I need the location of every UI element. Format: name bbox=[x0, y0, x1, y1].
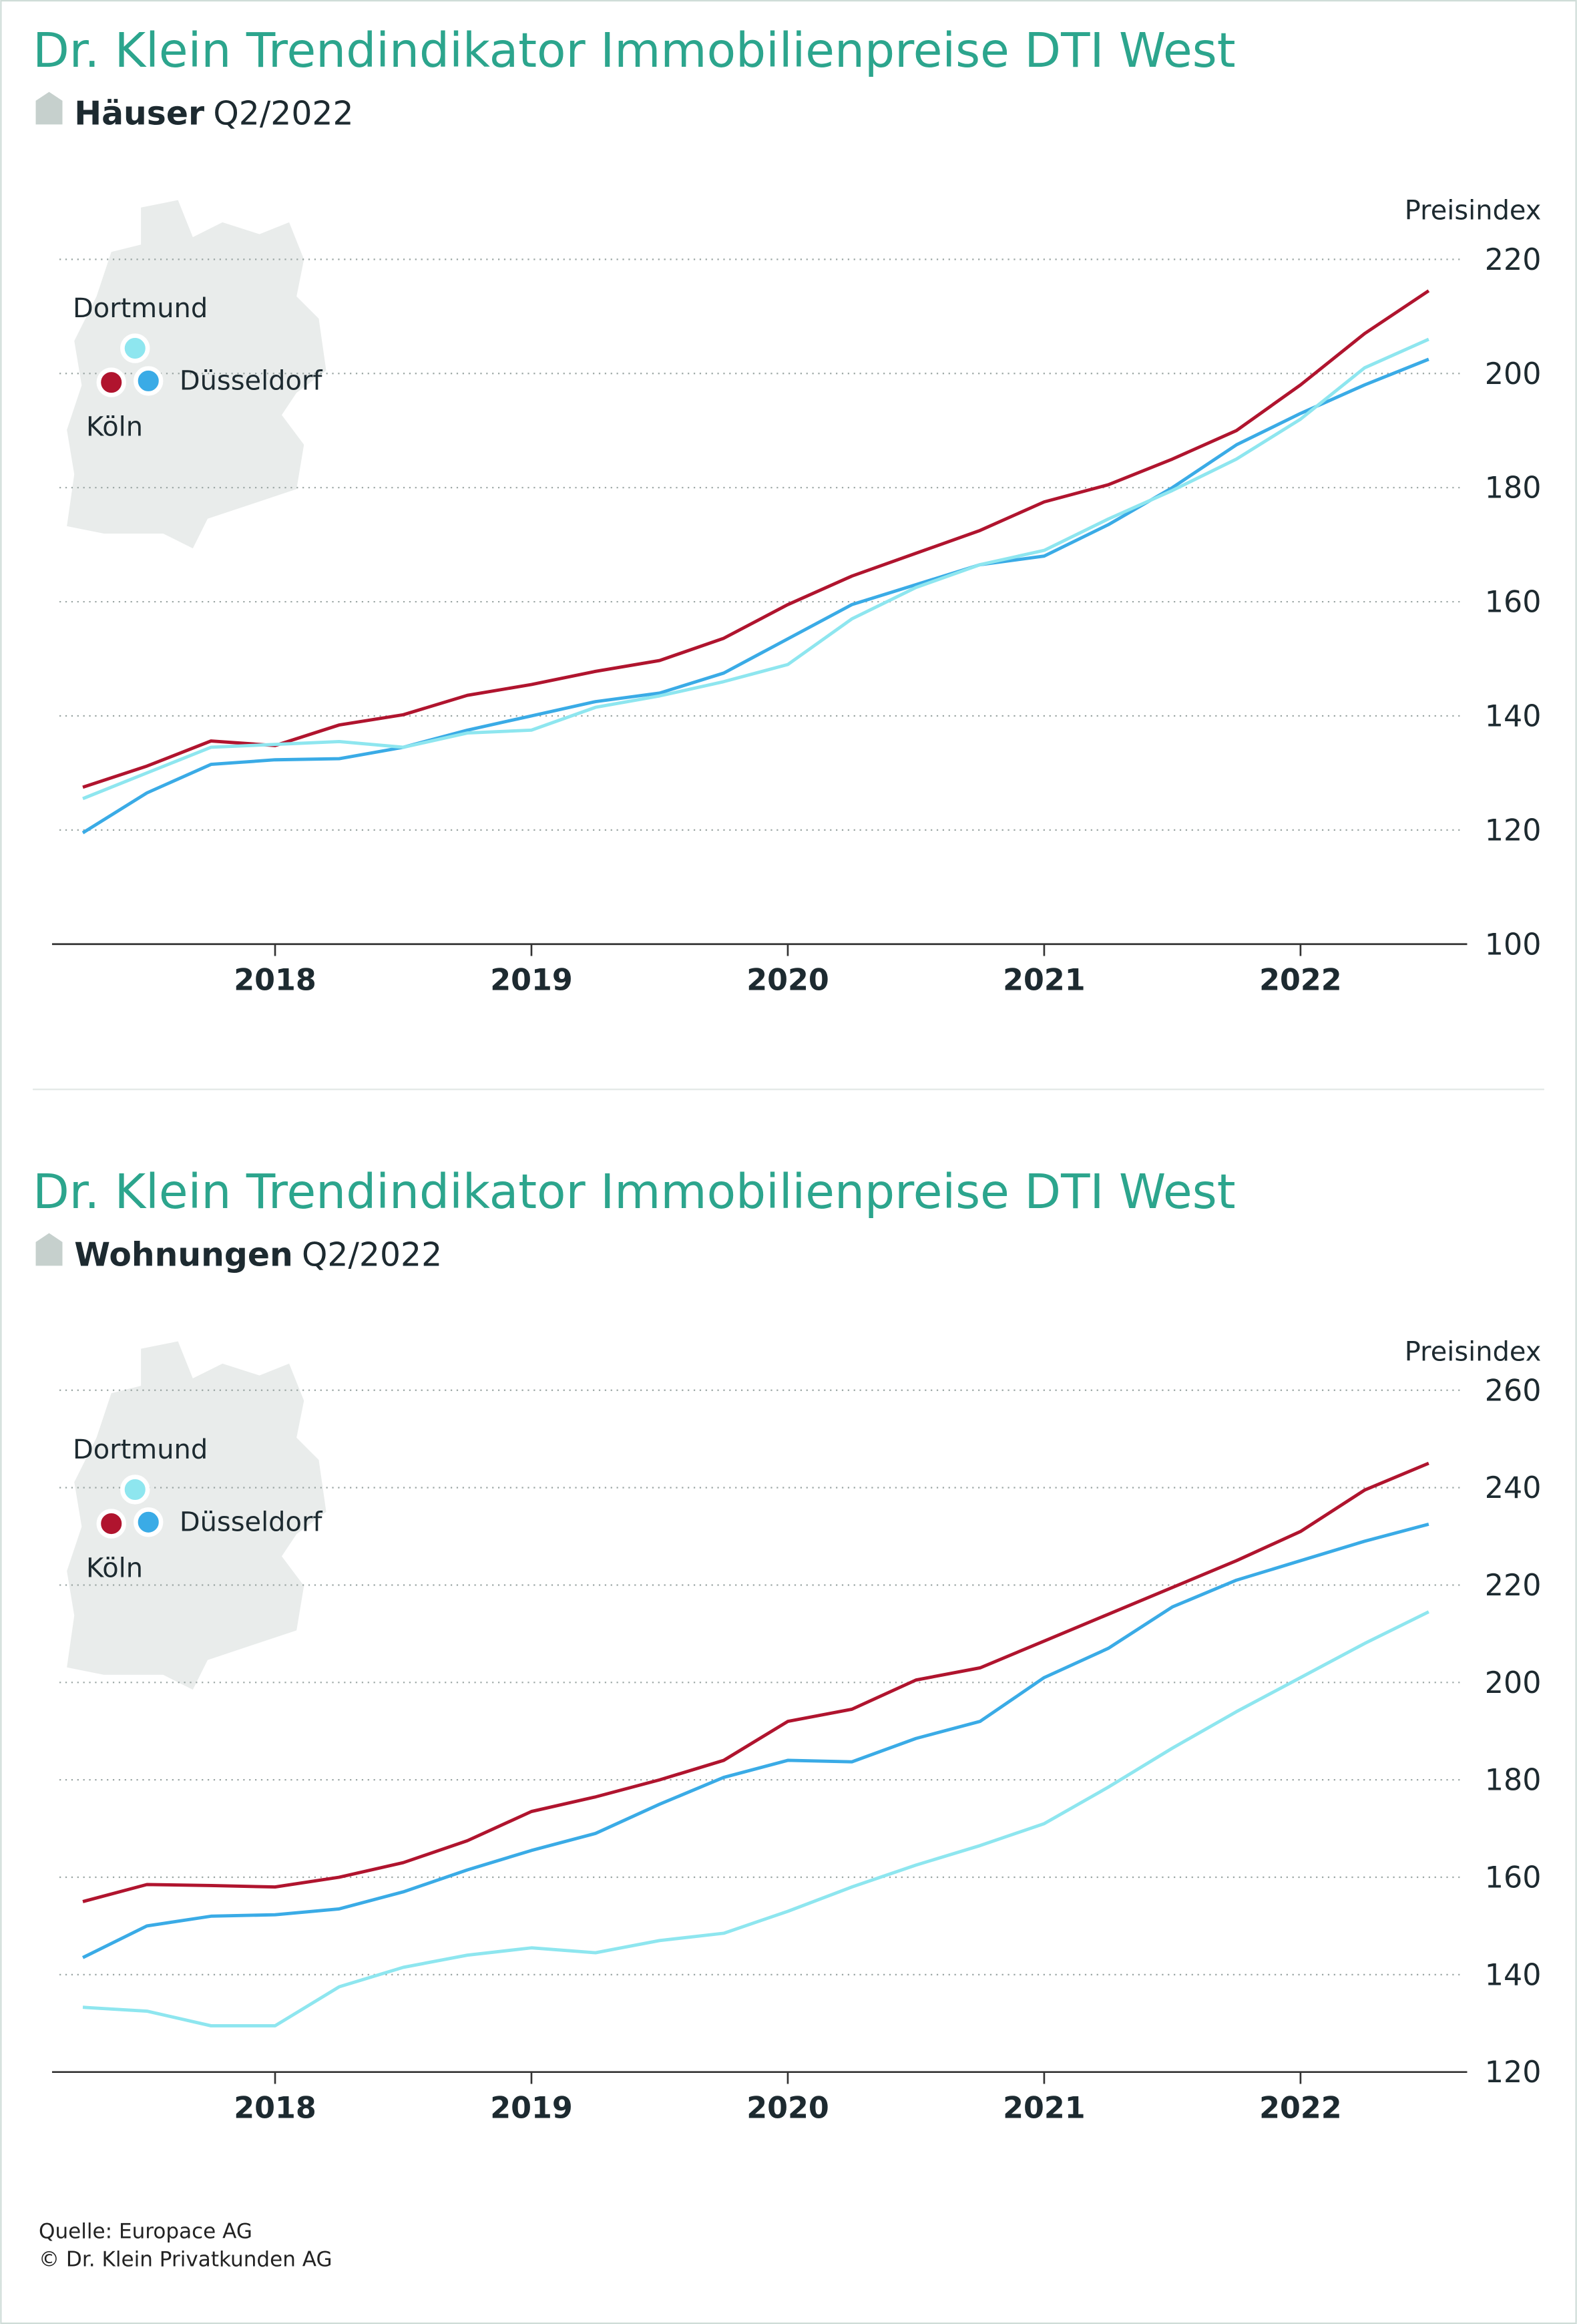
y-tick-label: 160 bbox=[1485, 586, 1542, 620]
legend-label: Dortmund bbox=[73, 1434, 208, 1465]
x-tick-label: 2020 bbox=[746, 2092, 829, 2126]
series-line bbox=[81, 357, 1429, 835]
chart-title: Dr. Klein Trendindikator Immobilienpreis… bbox=[33, 1164, 1235, 1219]
series-line bbox=[81, 1522, 1429, 1959]
y-tick-label: 180 bbox=[1485, 1764, 1542, 1798]
x-tick-label: 2021 bbox=[1003, 964, 1086, 998]
subtitle-bold: Wohnungen bbox=[74, 1235, 292, 1274]
y-axis-label: Preisindex bbox=[1405, 1336, 1542, 1367]
x-tick-label: 2022 bbox=[1259, 964, 1342, 998]
series-line bbox=[82, 289, 1430, 789]
legend-dot bbox=[120, 333, 150, 363]
y-tick-label: 160 bbox=[1485, 1861, 1542, 1895]
x-tick-label: 2018 bbox=[234, 964, 316, 998]
legend-dot bbox=[96, 1509, 126, 1539]
legend-dot bbox=[120, 1475, 150, 1505]
y-tick-label: 200 bbox=[1485, 1666, 1542, 1700]
y-axis-label: Preisindex bbox=[1405, 195, 1542, 226]
x-tick-label: 2020 bbox=[746, 964, 829, 998]
legend-label: Dortmund bbox=[73, 293, 208, 324]
legend-label: Düsseldorf bbox=[180, 1507, 323, 1538]
legend-label: Köln bbox=[86, 412, 143, 443]
legend-dot bbox=[96, 367, 126, 397]
y-tick-label: 220 bbox=[1485, 243, 1542, 277]
legend-dot bbox=[134, 1507, 164, 1537]
source: Quelle: Europace AG bbox=[39, 2219, 252, 2243]
x-tick-label: 2021 bbox=[1003, 2092, 1086, 2126]
series-line bbox=[82, 1461, 1429, 1903]
x-tick-label: 2019 bbox=[490, 964, 573, 998]
x-tick-label: 2019 bbox=[490, 2092, 573, 2126]
copyright: © Dr. Klein Privatkunden AG bbox=[39, 2247, 332, 2271]
series-line bbox=[82, 337, 1429, 801]
house-icon bbox=[35, 91, 63, 125]
subtitle-rest: Q2/2022 bbox=[213, 94, 353, 132]
subtitle: Wohnungen Q2/2022 bbox=[74, 1235, 442, 1274]
chart-title: Dr. Klein Trendindikator Immobilienpreis… bbox=[33, 23, 1235, 78]
y-tick-label: 120 bbox=[1485, 813, 1542, 847]
subtitle-rest: Q2/2022 bbox=[302, 1235, 442, 1274]
x-tick-label: 2018 bbox=[234, 2092, 316, 2126]
subtitle: Häuser Q2/2022 bbox=[74, 94, 353, 132]
legend-label: Düsseldorf bbox=[180, 366, 323, 397]
series-line bbox=[82, 1610, 1429, 2027]
legend-label: Köln bbox=[86, 1553, 143, 1583]
house-icon bbox=[35, 1233, 63, 1266]
y-tick-label: 140 bbox=[1485, 1958, 1542, 1992]
y-tick-label: 220 bbox=[1485, 1569, 1542, 1603]
y-tick-label: 140 bbox=[1485, 700, 1542, 734]
subtitle-bold: Häuser bbox=[74, 94, 204, 132]
legend-dot bbox=[134, 366, 164, 396]
y-tick-label: 120 bbox=[1485, 2056, 1542, 2090]
map-germany bbox=[67, 1341, 326, 1690]
y-tick-label: 200 bbox=[1485, 357, 1542, 391]
y-tick-label: 100 bbox=[1485, 928, 1542, 962]
y-tick-label: 180 bbox=[1485, 471, 1542, 506]
y-tick-label: 260 bbox=[1485, 1374, 1542, 1408]
y-tick-label: 240 bbox=[1485, 1471, 1542, 1505]
x-tick-label: 2022 bbox=[1259, 2092, 1342, 2126]
